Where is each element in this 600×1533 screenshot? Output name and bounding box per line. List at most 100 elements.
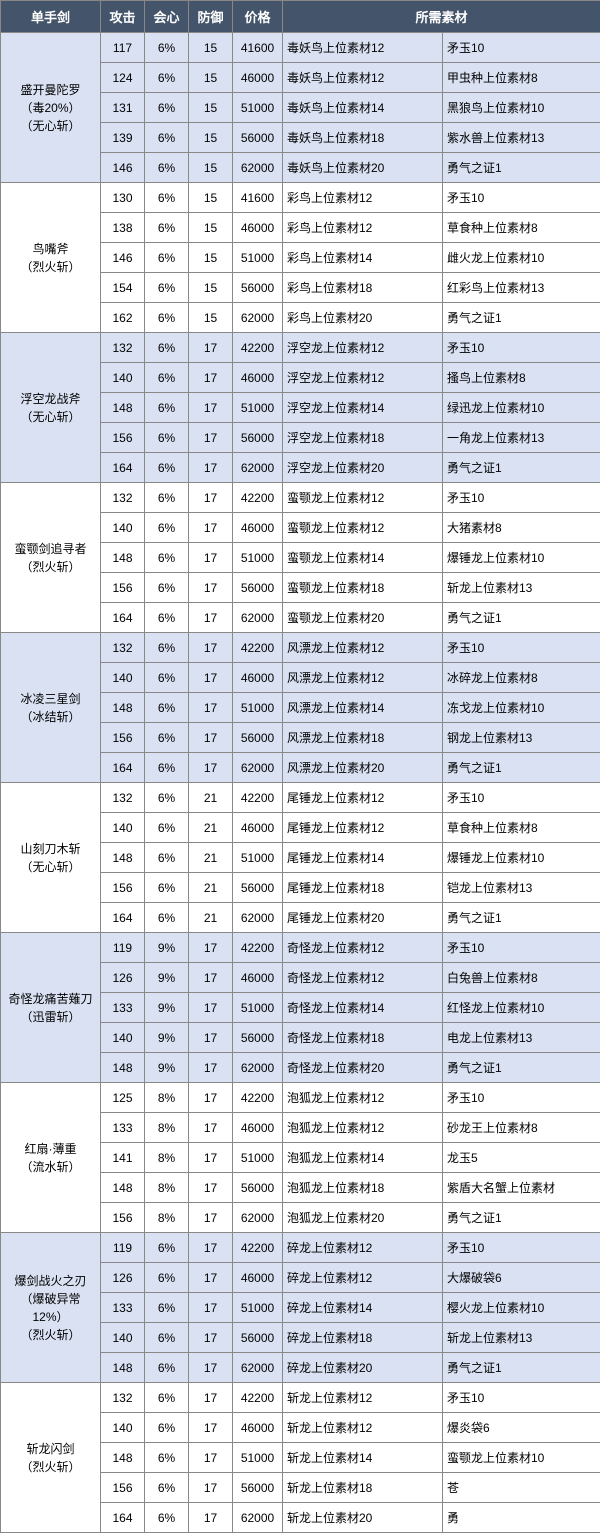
price-cell: 51000	[233, 693, 283, 723]
material-1: 斩龙上位素材18	[283, 1473, 443, 1503]
material-1: 风漂龙上位素材18	[283, 723, 443, 753]
crit-cell: 6%	[145, 483, 189, 513]
crit-cell: 6%	[145, 453, 189, 483]
material-1: 毒妖鸟上位素材14	[283, 93, 443, 123]
def-cell: 15	[189, 243, 233, 273]
material-2: 草食种上位素材8	[443, 213, 600, 243]
crit-cell: 6%	[145, 93, 189, 123]
def-cell: 17	[189, 573, 233, 603]
def-cell: 21	[189, 843, 233, 873]
material-2: 铠龙上位素材13	[443, 873, 600, 903]
crit-cell: 6%	[145, 1293, 189, 1323]
material-2: 矛玉10	[443, 333, 600, 363]
atk-cell: 156	[101, 1473, 145, 1503]
atk-cell: 132	[101, 333, 145, 363]
atk-cell: 162	[101, 303, 145, 333]
material-1: 风漂龙上位素材12	[283, 663, 443, 693]
material-1: 浮空龙上位素材18	[283, 423, 443, 453]
price-cell: 42200	[233, 483, 283, 513]
material-2: 搔鸟上位素材8	[443, 363, 600, 393]
def-cell: 15	[189, 153, 233, 183]
atk-cell: 132	[101, 783, 145, 813]
crit-cell: 6%	[145, 1233, 189, 1263]
def-cell: 17	[189, 693, 233, 723]
price-cell: 46000	[233, 963, 283, 993]
price-cell: 56000	[233, 1023, 283, 1053]
material-1: 奇怪龙上位素材12	[283, 963, 443, 993]
def-cell: 17	[189, 333, 233, 363]
price-cell: 62000	[233, 1203, 283, 1233]
weapon-name: 红扇·薄重（流水斩）	[1, 1083, 101, 1233]
material-2: 钢龙上位素材13	[443, 723, 600, 753]
material-1: 风漂龙上位素材20	[283, 753, 443, 783]
def-cell: 21	[189, 873, 233, 903]
material-1: 蛮颚龙上位素材18	[283, 573, 443, 603]
price-cell: 62000	[233, 1053, 283, 1083]
crit-cell: 8%	[145, 1113, 189, 1143]
atk-cell: 139	[101, 123, 145, 153]
material-1: 尾锤龙上位素材18	[283, 873, 443, 903]
material-1: 斩龙上位素材12	[283, 1413, 443, 1443]
material-2: 勇气之证1	[443, 453, 600, 483]
material-1: 奇怪龙上位素材20	[283, 1053, 443, 1083]
material-1: 碎龙上位素材12	[283, 1233, 443, 1263]
material-2: 一角龙上位素材13	[443, 423, 600, 453]
def-cell: 17	[189, 543, 233, 573]
material-1: 蛮颚龙上位素材12	[283, 483, 443, 513]
atk-cell: 148	[101, 843, 145, 873]
price-cell: 62000	[233, 1353, 283, 1383]
atk-cell: 140	[101, 513, 145, 543]
header-materials: 所需素材	[283, 1, 600, 33]
price-cell: 56000	[233, 123, 283, 153]
material-1: 浮空龙上位素材12	[283, 363, 443, 393]
atk-cell: 140	[101, 813, 145, 843]
def-cell: 15	[189, 123, 233, 153]
table-row: 蛮颚剑追寻者（烈火斩）1326%1742200蛮颚龙上位素材12矛玉10	[1, 483, 600, 513]
crit-cell: 6%	[145, 1413, 189, 1443]
material-2: 樱火龙上位素材10	[443, 1293, 600, 1323]
atk-cell: 156	[101, 873, 145, 903]
atk-cell: 131	[101, 93, 145, 123]
material-1: 蛮颚龙上位素材14	[283, 543, 443, 573]
price-cell: 56000	[233, 423, 283, 453]
crit-cell: 6%	[145, 183, 189, 213]
price-cell: 42200	[233, 1083, 283, 1113]
crit-cell: 6%	[145, 873, 189, 903]
crit-cell: 9%	[145, 933, 189, 963]
material-2: 勇气之证1	[443, 753, 600, 783]
crit-cell: 6%	[145, 393, 189, 423]
def-cell: 17	[189, 1503, 233, 1533]
material-2: 大爆破袋6	[443, 1263, 600, 1293]
atk-cell: 140	[101, 663, 145, 693]
material-1: 泡狐龙上位素材12	[283, 1113, 443, 1143]
weapon-name: 爆剑战火之刃（爆破异常12%）（烈火斩）	[1, 1233, 101, 1383]
price-cell: 46000	[233, 1263, 283, 1293]
def-cell: 21	[189, 813, 233, 843]
price-cell: 42200	[233, 933, 283, 963]
material-1: 浮空龙上位素材20	[283, 453, 443, 483]
price-cell: 46000	[233, 213, 283, 243]
price-cell: 51000	[233, 93, 283, 123]
price-cell: 62000	[233, 303, 283, 333]
table-row: 鸟嘴斧（烈火斩）1306%1541600彩鸟上位素材12矛玉10	[1, 183, 600, 213]
material-1: 蛮颚龙上位素材20	[283, 603, 443, 633]
material-2: 紫水兽上位素材13	[443, 123, 600, 153]
weapon-table: 单手剑 攻击 会心 防御 价格 所需素材 盛开曼陀罗（毒20%）（无心斩）117…	[0, 0, 600, 1533]
atk-cell: 148	[101, 693, 145, 723]
material-1: 毒妖鸟上位素材20	[283, 153, 443, 183]
material-1: 斩龙上位素材12	[283, 1383, 443, 1413]
material-2: 白兔兽上位素材8	[443, 963, 600, 993]
crit-cell: 6%	[145, 1383, 189, 1413]
crit-cell: 6%	[145, 723, 189, 753]
atk-cell: 133	[101, 1293, 145, 1323]
def-cell: 17	[189, 1083, 233, 1113]
crit-cell: 6%	[145, 123, 189, 153]
material-1: 奇怪龙上位素材18	[283, 1023, 443, 1053]
material-2: 矛玉10	[443, 183, 600, 213]
crit-cell: 6%	[145, 513, 189, 543]
def-cell: 21	[189, 903, 233, 933]
def-cell: 17	[189, 663, 233, 693]
material-1: 奇怪龙上位素材14	[283, 993, 443, 1023]
material-1: 泡狐龙上位素材20	[283, 1203, 443, 1233]
crit-cell: 6%	[145, 363, 189, 393]
